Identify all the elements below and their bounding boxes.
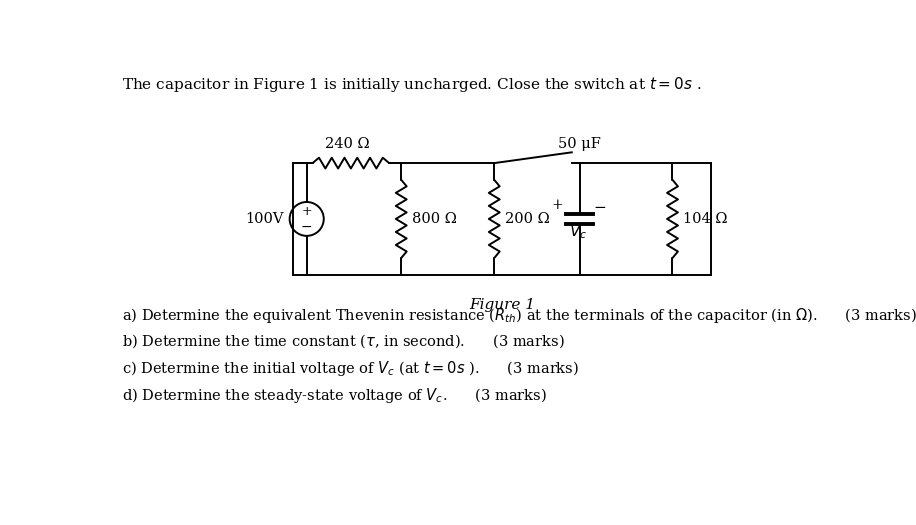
Text: a) Determine the equivalent Thevenin resistance ($R_{th}$) at the terminals of t: a) Determine the equivalent Thevenin res… [122, 306, 916, 324]
Text: 240 Ω: 240 Ω [324, 137, 369, 151]
Text: 50 μF: 50 μF [558, 137, 601, 151]
Text: −: − [300, 219, 312, 234]
Text: The capacitor in Figure 1 is initially uncharged. Close the switch at $t = 0s$ .: The capacitor in Figure 1 is initially u… [122, 75, 702, 93]
Text: 100V: 100V [245, 212, 283, 226]
Text: d) Determine the steady-state voltage of $V_c$.      (3 marks): d) Determine the steady-state voltage of… [122, 386, 547, 405]
Text: $V_c$: $V_c$ [569, 222, 587, 240]
Text: c) Determine the initial voltage of $V_c$ (at $t = 0s$ ).      (3 marks): c) Determine the initial voltage of $V_c… [122, 360, 579, 379]
Text: Figure 1: Figure 1 [469, 298, 535, 312]
Text: b) Determine the time constant ($\tau$, in second).      (3 marks): b) Determine the time constant ($\tau$, … [122, 332, 565, 350]
Text: 800 Ω: 800 Ω [412, 212, 457, 226]
Text: 200 Ω: 200 Ω [505, 212, 550, 226]
Text: +: + [552, 198, 563, 212]
Text: +: + [301, 205, 312, 218]
Text: 104 Ω: 104 Ω [683, 212, 728, 226]
Text: −: − [594, 201, 606, 215]
